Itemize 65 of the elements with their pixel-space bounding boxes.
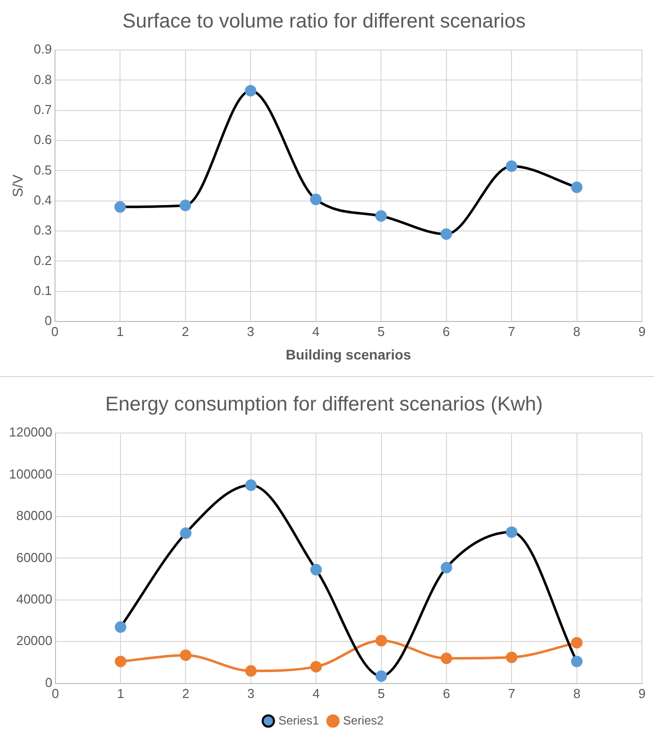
legend-label: Series2	[343, 713, 384, 728]
y-tick-label: 0.5	[34, 162, 52, 178]
point	[440, 652, 452, 664]
y-tick-label: 100000	[8, 466, 52, 482]
y-axis-title: S/V	[9, 174, 26, 198]
x-tick-label: 2	[182, 324, 189, 339]
y-tick-label: 0.9	[34, 42, 52, 57]
point	[180, 649, 192, 661]
point	[571, 182, 583, 194]
x-tick-label: 5	[378, 686, 385, 701]
x-tick-label: 9	[638, 686, 646, 701]
point	[310, 564, 322, 576]
point	[375, 210, 387, 222]
y-tick-label: 0.4	[34, 192, 52, 208]
point	[506, 160, 518, 172]
y-tick-label: 0.7	[34, 102, 52, 117]
y-tick-label: 60000	[16, 550, 52, 565]
x-tick-label: 5	[377, 324, 385, 339]
y-tick-label: 80000	[16, 508, 52, 524]
x-tick-label: 8	[573, 686, 580, 701]
y-tick-label: 0	[45, 674, 52, 690]
y-tick-label: 120000	[8, 424, 52, 440]
point	[114, 656, 126, 668]
y-tick-label: 0.3	[34, 222, 52, 238]
x-tick-label: 6	[442, 686, 450, 701]
point	[245, 665, 257, 677]
x-tick-label: 7	[508, 324, 516, 339]
point	[440, 562, 452, 574]
y-tick-label: 0.8	[34, 72, 52, 87]
x-tick-label: 3	[247, 686, 255, 701]
point	[310, 660, 322, 672]
x-tick-label: 1	[116, 686, 124, 701]
x-axis-title: Building scenarios	[286, 346, 412, 362]
point	[310, 194, 322, 206]
x-tick-label: 3	[246, 324, 254, 339]
y-tick-label: 0.2	[34, 252, 52, 268]
point	[244, 84, 256, 96]
point	[114, 621, 126, 633]
x-tick-label: 8	[573, 324, 580, 339]
y-tick-label: 0	[44, 313, 52, 328]
x-tick-label: 7	[508, 686, 516, 701]
point	[440, 228, 452, 240]
point	[571, 656, 583, 668]
x-tick-label: 6	[442, 324, 450, 339]
y-tick-label: 0.6	[34, 132, 52, 148]
legend-label: Series1	[278, 713, 320, 728]
x-tick-label: 2	[182, 686, 190, 701]
point	[376, 670, 388, 682]
x-tick-label: 1	[116, 324, 124, 339]
y-tick-label: 20000	[16, 633, 52, 648]
point	[376, 634, 388, 646]
y-tick-label: 40000	[16, 592, 52, 607]
point	[506, 652, 518, 664]
y-tick-label: 0.1	[34, 283, 52, 298]
point	[180, 527, 192, 539]
x-tick-label: 4	[312, 686, 320, 701]
x-tick-label: 9	[638, 324, 646, 339]
point	[506, 526, 518, 538]
point	[571, 636, 583, 648]
point	[245, 479, 257, 491]
chart-title: Energy consumption for different scenarios (Kwh)	[105, 394, 543, 416]
point	[180, 200, 192, 212]
x-tick-label: 4	[312, 324, 320, 339]
chart-title: Surface to volume ratio for different scenarios	[122, 10, 526, 33]
point	[114, 201, 126, 213]
